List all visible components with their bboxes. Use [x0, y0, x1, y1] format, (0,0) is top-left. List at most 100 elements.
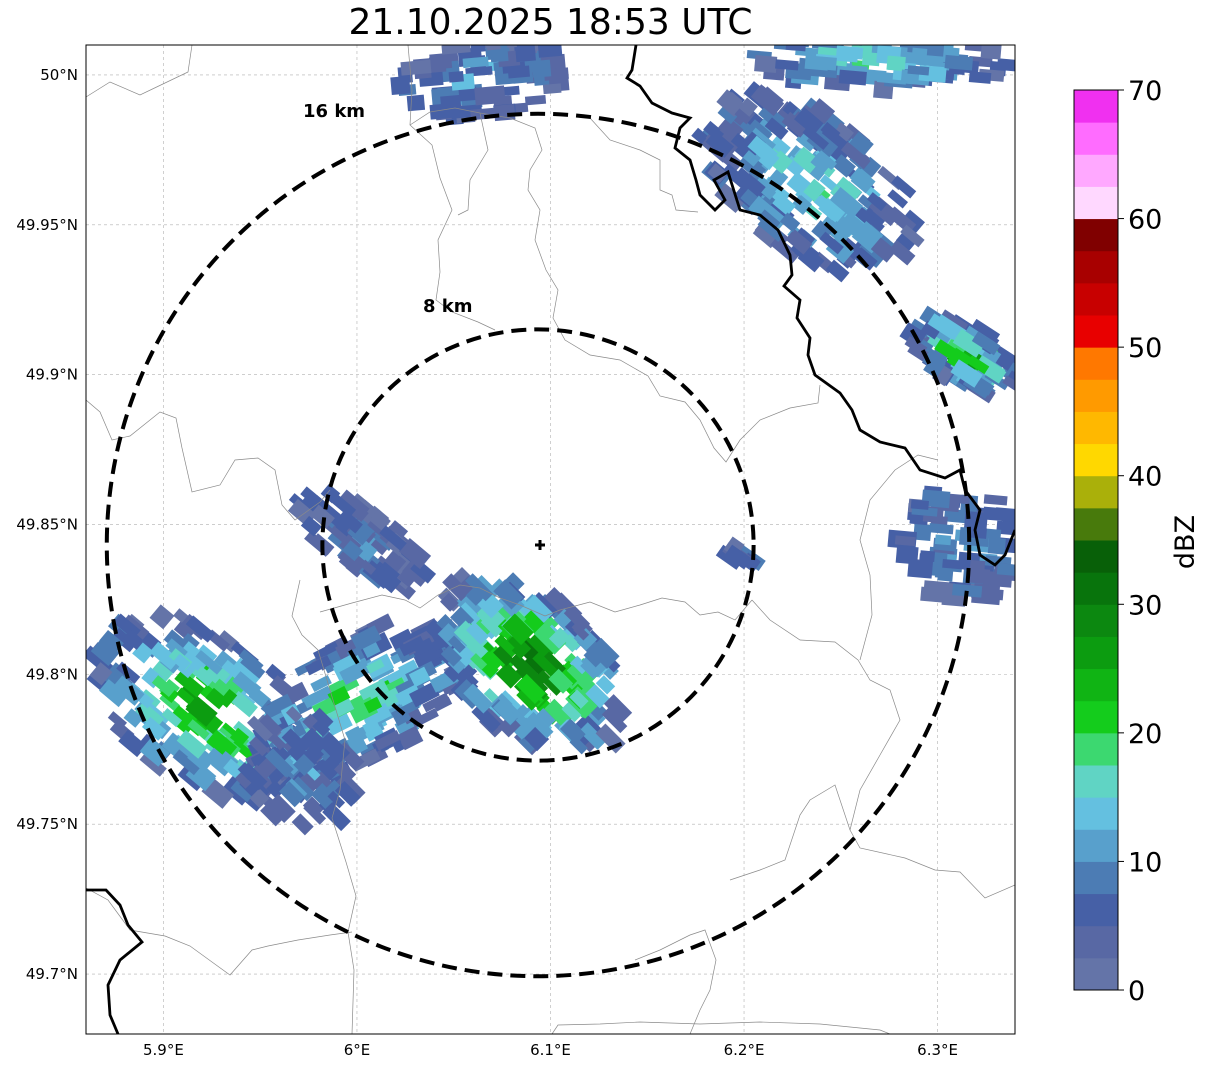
echo-cell [99, 679, 129, 708]
echo-cell [907, 65, 930, 76]
echo-cell [185, 615, 216, 643]
echo-cell [920, 586, 952, 604]
echo-cell [216, 726, 237, 746]
echo-cell [309, 504, 335, 529]
echo-cell [1003, 370, 1015, 396]
echo-cell [366, 658, 385, 674]
echo-cell [358, 678, 389, 704]
echo-cell [400, 59, 432, 76]
echo-cell [177, 641, 209, 671]
echo-cell [544, 698, 573, 728]
map-title: 21.10.2025 18:53 UTC [348, 2, 753, 43]
echo-cell [482, 33, 499, 45]
range-rings: 8 km 16 km [104, 101, 972, 979]
echo-cell [982, 506, 1011, 522]
y-tick-label: 49.85°N [16, 516, 78, 534]
echo-cell [474, 85, 506, 106]
colorbar-tick-label: 0 [1128, 976, 1145, 1007]
echo-cell [561, 698, 586, 723]
echo-cell [785, 228, 813, 255]
echo-cell [350, 625, 382, 652]
map-frame [85, 44, 1016, 1035]
echo-cell [509, 653, 538, 681]
echo-cell [327, 790, 346, 809]
echo-cell [232, 670, 262, 699]
echo-cell [952, 328, 986, 358]
colorbar-tick-label: 60 [1128, 205, 1162, 236]
echo-cell [978, 345, 1008, 374]
x-tick-label: 6°E [344, 1041, 371, 1059]
echo-cell [247, 715, 273, 742]
echo-cell [90, 637, 120, 667]
echo-cell [834, 45, 863, 46]
echo-cell [803, 178, 826, 202]
colorbar-label: dBZ [1170, 515, 1201, 569]
echo-cell [1002, 375, 1015, 396]
echo-cell [794, 107, 824, 136]
echo-cell [337, 509, 363, 534]
echo-cell [913, 523, 932, 541]
echo-cell [141, 716, 167, 741]
echo-cell [526, 711, 554, 739]
echo-cell [411, 642, 442, 669]
echo-cell [111, 627, 138, 653]
colorbar-swatch [1074, 732, 1118, 766]
echo-cell [172, 749, 201, 776]
echo-cell [123, 708, 144, 728]
colorbar-swatch [1074, 347, 1118, 380]
echo-cell [285, 706, 303, 723]
echo-cell [149, 641, 180, 670]
echo-cell [764, 117, 789, 140]
echo-cell [907, 559, 934, 579]
echo-cell [705, 130, 735, 158]
echo-cell [810, 152, 832, 174]
echo-cell [303, 801, 327, 825]
echo-cell [566, 664, 588, 686]
echo-cell [795, 132, 817, 152]
echo-cell [187, 719, 210, 740]
echo-cell [833, 122, 854, 142]
echo-cell [969, 559, 986, 576]
echo-cell [813, 195, 837, 217]
echo-cell [887, 189, 909, 209]
echo-cell [139, 751, 167, 777]
echo-cell [944, 54, 974, 71]
echo-cell [950, 359, 983, 388]
echo-cell [503, 572, 525, 594]
echo-cell [987, 537, 1006, 555]
colorbar-tick-label: 30 [1128, 590, 1162, 621]
echo-cell [310, 782, 338, 810]
echo-cell [333, 760, 357, 783]
ring-label-16km: 16 km [303, 101, 365, 122]
y-tick-label: 49.9°N [26, 366, 78, 384]
range-ring-16km [104, 111, 972, 979]
echo-cell [769, 150, 793, 174]
echo-cell [537, 45, 563, 58]
colorbar-swatch [1074, 411, 1118, 445]
echo-cell [785, 45, 807, 52]
echo-cell [229, 727, 250, 747]
colorbar-swatch [1074, 379, 1118, 412]
colorbar-swatch [1074, 700, 1118, 734]
echo-cell [870, 237, 897, 263]
echo-cell [920, 320, 942, 340]
admin-boundary [634, 929, 717, 1034]
echo-cell [996, 563, 1015, 576]
echo-cell [827, 221, 852, 245]
precipitation-echoes [86, 33, 1015, 836]
echo-cell [378, 561, 400, 583]
echo-cell [122, 629, 145, 650]
echo-cell [603, 694, 633, 723]
echo-cell [399, 635, 426, 657]
echo-cell [262, 695, 293, 717]
echo-cell [770, 235, 800, 264]
colorbar-tick-label: 40 [1128, 462, 1162, 493]
echo-cell [832, 154, 856, 178]
echo-cell [512, 34, 528, 45]
echo-cell [249, 788, 270, 809]
echo-cell [386, 553, 404, 570]
echo-cell [408, 681, 440, 708]
echo-cell [792, 146, 821, 174]
colorbar-tick-label: 20 [1128, 719, 1162, 750]
